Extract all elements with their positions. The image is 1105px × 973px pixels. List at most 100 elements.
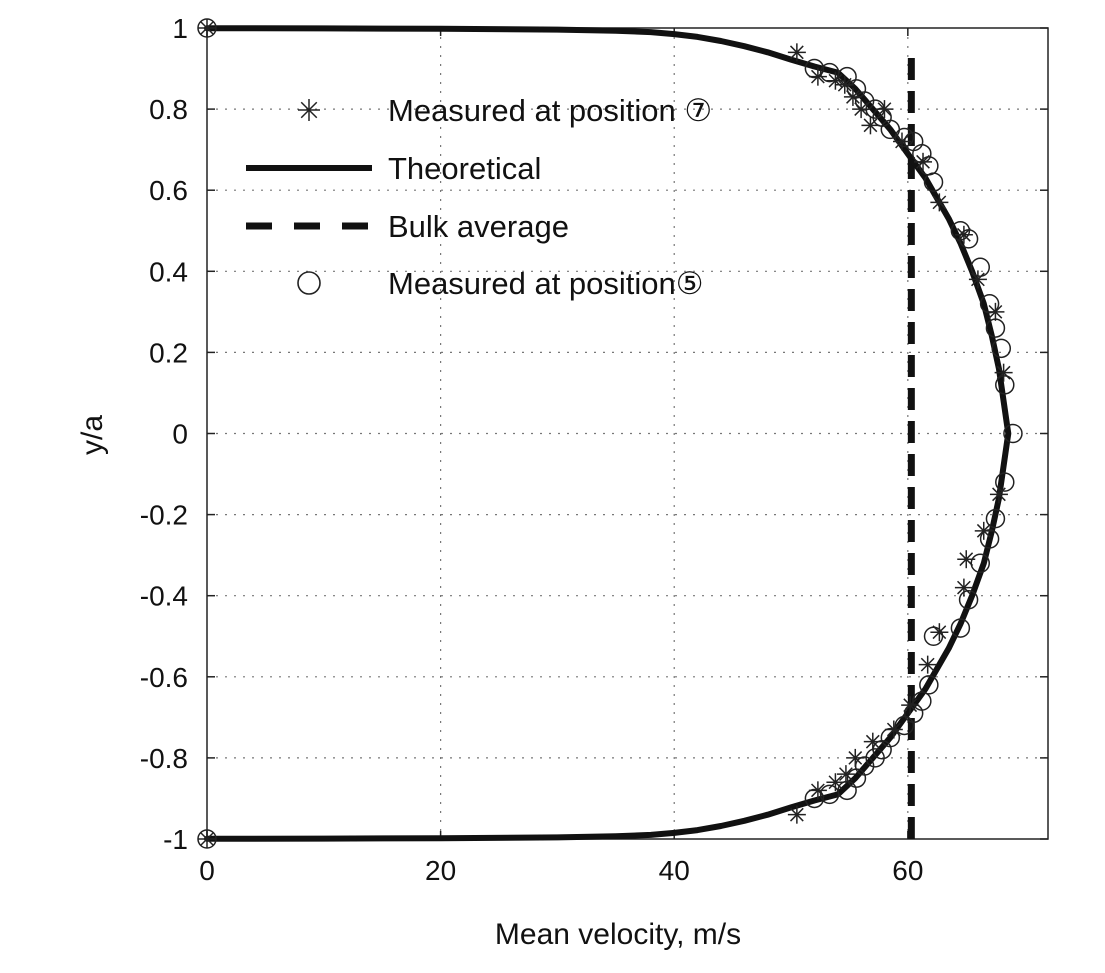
position-7-point xyxy=(198,19,216,37)
asterisk-stroke xyxy=(839,767,853,782)
asterisk-stroke xyxy=(988,304,1003,319)
position-7-point xyxy=(957,550,976,569)
asterisk-stroke xyxy=(865,734,880,749)
asterisk-stroke xyxy=(916,154,930,169)
asterisk-stroke xyxy=(810,69,825,84)
asterisk-stroke xyxy=(959,552,974,567)
position-5-point xyxy=(979,529,1000,549)
position-5-point xyxy=(894,715,915,736)
position-7-point xyxy=(918,655,937,674)
position-5-point xyxy=(995,375,1015,395)
position-7-point xyxy=(901,696,920,715)
asterisk-stroke xyxy=(992,487,1006,502)
theoretical-line xyxy=(204,25,1012,842)
asterisk-stroke xyxy=(810,783,825,798)
asterisk-stroke xyxy=(976,523,991,538)
position-7-point xyxy=(930,623,949,642)
asterisk-stroke xyxy=(932,625,947,640)
position-5-point xyxy=(846,768,867,788)
x-tick-label: 0 xyxy=(199,855,215,886)
legend-label: Measured at position ⑦ xyxy=(388,93,712,128)
position-5-point xyxy=(919,675,939,695)
position-7-point xyxy=(861,116,880,135)
position-7-point xyxy=(989,485,1008,504)
position-7-point xyxy=(875,100,894,119)
legend-asterisk-marker xyxy=(298,99,320,121)
position-7-point xyxy=(808,67,827,86)
y-tick-label: -0.2 xyxy=(140,500,188,531)
asterisk-stroke xyxy=(886,722,901,737)
asterisk-stroke xyxy=(996,365,1011,380)
position-5-point xyxy=(837,66,857,87)
x-tick-label: 40 xyxy=(659,855,690,886)
y-tick-label: -0.8 xyxy=(140,743,188,774)
tick-labels: 0 20 40 60 -1 -0.8 -0.6 -0.4 -0.2 0 0.2 0.4 0.6 0.8 1 xyxy=(140,13,924,886)
asterisk-stroke xyxy=(846,90,860,104)
legend-label: Measured at position⑤ xyxy=(388,266,704,301)
position-7-point xyxy=(852,100,871,119)
asterisk-stroke xyxy=(895,134,909,149)
position-5-point xyxy=(995,472,1015,492)
asterisk-stroke xyxy=(789,45,804,60)
asterisk-stroke xyxy=(854,102,869,116)
asterisk-stroke xyxy=(200,832,214,846)
position-7-point xyxy=(954,225,973,244)
asterisk-stroke xyxy=(920,657,935,672)
asterisk-stroke xyxy=(848,751,863,765)
legend: Measured at position ⑦ Theoretical Bulk av… xyxy=(246,93,712,301)
asterisk-stroke xyxy=(932,195,947,210)
position-7-point xyxy=(914,152,933,171)
y-tick-label: 0 xyxy=(172,419,188,450)
y-axis-label: y/a xyxy=(76,415,109,455)
position-7-point xyxy=(843,87,862,106)
position-7-point xyxy=(930,193,949,212)
asterisk-stroke xyxy=(837,77,852,92)
y-tick-label: -0.4 xyxy=(140,581,188,612)
x-tick-label: 60 xyxy=(892,855,923,886)
x-tick-label: 20 xyxy=(425,855,456,886)
legend-circle-marker xyxy=(297,271,321,295)
position-5-point xyxy=(985,508,1006,529)
position-7-point xyxy=(826,773,845,792)
position-5-point xyxy=(991,338,1012,359)
position-7-point xyxy=(836,765,855,784)
y-tick-label: 1 xyxy=(172,13,188,44)
position-7-point xyxy=(954,578,973,597)
position-7-point xyxy=(198,830,216,848)
y-tick-label: -0.6 xyxy=(140,662,188,693)
asterisk-stroke xyxy=(828,775,843,790)
y-tick-label: 0.8 xyxy=(149,94,188,125)
position-7-point xyxy=(787,43,806,62)
asterisk-stroke xyxy=(957,227,971,242)
position-5-point xyxy=(865,748,885,768)
plot-series xyxy=(197,18,1023,849)
asterisk-stroke xyxy=(789,807,804,822)
plot-frame xyxy=(206,27,1049,840)
asterisk-stroke xyxy=(903,698,918,713)
position-5-point xyxy=(1003,423,1023,444)
position-5-point xyxy=(979,293,1000,314)
position-5-point xyxy=(950,618,971,638)
asterisk-stroke xyxy=(300,101,318,119)
position-5-point xyxy=(854,91,875,111)
position-7-point xyxy=(892,132,911,151)
asterisk-stroke xyxy=(957,580,971,595)
position-5-point xyxy=(804,788,825,809)
position-5-point xyxy=(819,784,840,805)
x-axis-label: Mean velocity, m/s xyxy=(495,918,741,951)
y-tick-label: 0.6 xyxy=(149,175,188,206)
position-7-point xyxy=(787,805,806,824)
position-7-point xyxy=(846,748,865,767)
asterisk-stroke xyxy=(828,73,843,88)
y-tick-label: -1 xyxy=(163,824,188,855)
position-7-point xyxy=(835,75,854,94)
position-7-point xyxy=(974,521,993,540)
asterisk-stroke xyxy=(863,118,878,133)
y-tick-label: 0.4 xyxy=(149,256,188,287)
position-5-point xyxy=(804,58,825,79)
position-5-point xyxy=(958,590,979,610)
position-5-point xyxy=(894,127,915,148)
position-7-point xyxy=(884,720,903,739)
position-7-point xyxy=(986,302,1005,321)
